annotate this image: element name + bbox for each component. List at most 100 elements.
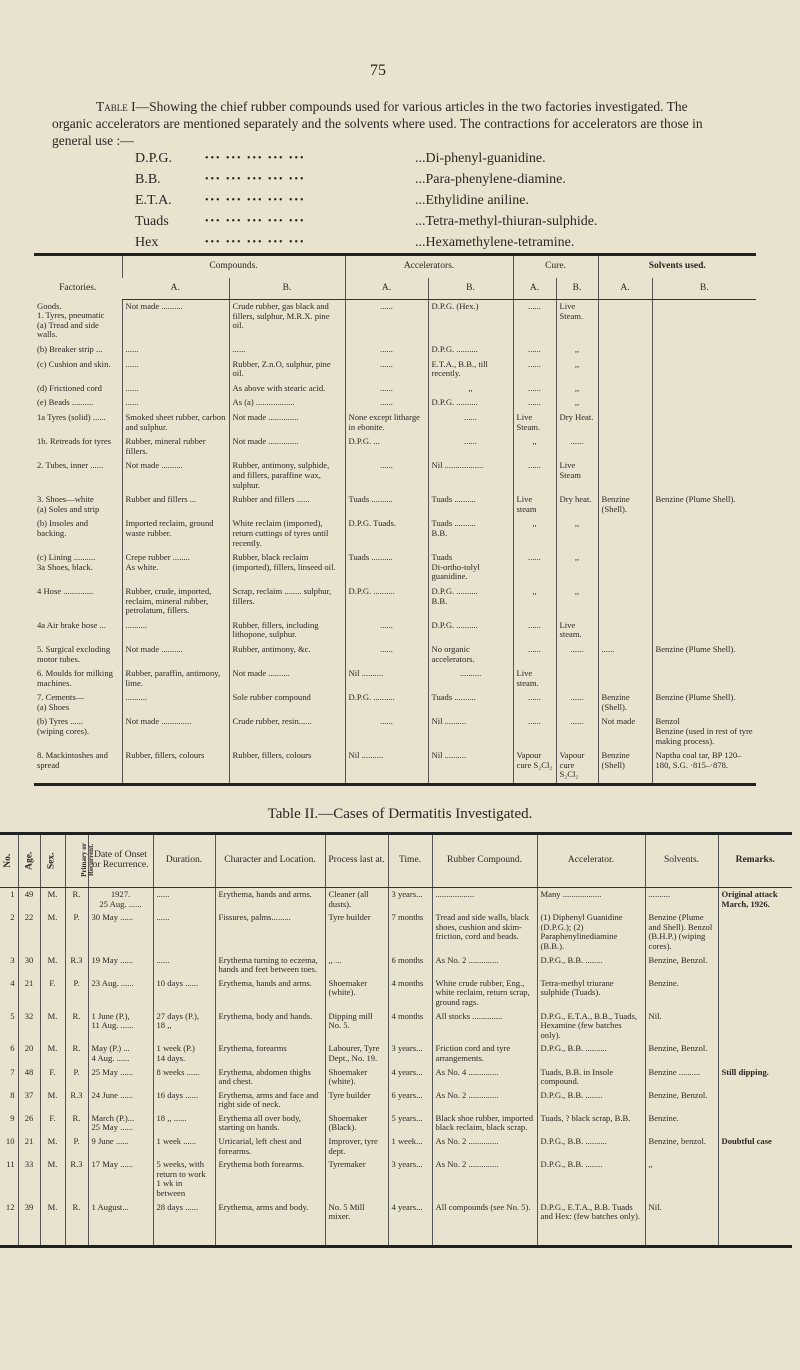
cell-cure-b: ,, bbox=[555, 396, 598, 412]
cell-solvent-b bbox=[651, 551, 757, 585]
header-solvents-a: A. bbox=[597, 277, 652, 301]
cell-remarks bbox=[717, 1158, 792, 1201]
cell-accelerator-a: ...... bbox=[344, 642, 428, 668]
cell-primary-recurrent: R. bbox=[64, 887, 88, 912]
abbreviation-row: Hex ••• ••• ••• ••• ••• ...Hexamethylene-t… bbox=[135, 232, 598, 253]
cell-accelerator: (1) Diphenyl Guanidine (D.P.G.); (2) Par… bbox=[536, 911, 645, 954]
cell-primary-recurrent: R.3 bbox=[64, 953, 88, 977]
cell-solvent-a bbox=[597, 517, 652, 552]
table-row: (e) Beads ................ As (a) .......… bbox=[34, 396, 757, 412]
abbreviation: B.B. bbox=[135, 172, 161, 187]
header-compounds-b: B. bbox=[228, 277, 345, 301]
abbreviation-meaning: ...Para-phenylene-diamine. bbox=[415, 172, 566, 187]
cell-age: 20 bbox=[17, 1042, 40, 1066]
cell-accelerator-a: D.P.G. Tuads. bbox=[344, 517, 428, 552]
cell-accelerator-b: D.P.G. .......... bbox=[427, 618, 513, 643]
cell-compound-b: Rubber, Z.n.O, sulphur, pine oil. bbox=[228, 357, 345, 382]
cell-cure-b bbox=[555, 667, 598, 692]
table-row: 6. Moulds for milking machines. Rubber, p… bbox=[34, 667, 757, 692]
cell-time: 7 months bbox=[387, 911, 432, 954]
cell-cure-b: ,, bbox=[555, 517, 598, 552]
cell-accelerator-b: E.T.A., B.B., till recently. bbox=[427, 357, 513, 382]
cell-remarks bbox=[717, 1088, 792, 1112]
cell-date: 1 June (P.), 11 Aug. ...... bbox=[87, 1009, 153, 1043]
abbreviation-row: Tuads ••• ••• ••• ••• ••• ...Tetra-methyl-… bbox=[135, 211, 598, 232]
cell-cure-b: Live steam. bbox=[555, 618, 598, 643]
cell-solvents: Nil. bbox=[644, 1200, 718, 1247]
leader-dots: ••• ••• ••• ••• ••• bbox=[205, 153, 306, 164]
abbreviation-meaning: ...Ethylidine aniline. bbox=[415, 193, 529, 208]
header-sex: Sex. bbox=[39, 833, 65, 888]
cell-factory: (c) Cushion and skin. bbox=[37, 358, 111, 369]
cell-accelerator-a: Nil .......... bbox=[344, 667, 428, 692]
cell-duration: 8 weeks ...... bbox=[152, 1065, 215, 1089]
cell-solvent-b bbox=[651, 459, 757, 494]
cell-cure-b: ,, bbox=[555, 551, 598, 585]
cell-factory: 5. Surgical excluding motor tubes. bbox=[37, 643, 111, 664]
header-time: Time. bbox=[387, 833, 432, 888]
cell-accelerator-a: ...... bbox=[344, 459, 428, 494]
table-row: 7. Cements— (a) Shoes.......... Sole rubbe… bbox=[34, 691, 757, 716]
cell-sex: M. bbox=[39, 1088, 65, 1112]
cell-cure-a: ...... bbox=[512, 551, 556, 585]
cell-process: Dipping mill No. 5. bbox=[324, 1009, 388, 1043]
cell-cure-a: Vapour cure S₂Cl₂ bbox=[512, 749, 556, 785]
cell-solvent-b bbox=[651, 667, 757, 692]
header-no: No. bbox=[0, 833, 18, 888]
abbreviation: D.P.G. bbox=[135, 151, 172, 166]
cell-compound-a: Smoked sheet rubber, carbon and sulphur. bbox=[121, 411, 229, 436]
cell-compound-a: ...... bbox=[121, 357, 229, 382]
cell-sex: M. bbox=[39, 1135, 65, 1159]
header-solvents: Solvents. bbox=[644, 833, 718, 888]
cell-solvent-b: Naptha coal tar, BP 120–180, S.G. ·815–·… bbox=[651, 749, 757, 785]
cell-primary-recurrent: R.3 bbox=[64, 1158, 88, 1201]
cell-accelerator-b: Tuads Di-ortho-tolyl guanidine. bbox=[427, 551, 513, 585]
cell-compound-a: ...... bbox=[121, 343, 229, 358]
cell-compound-b: Rubber, fillers, colours bbox=[228, 749, 345, 785]
cell-factory: 6. Moulds for milking machines. bbox=[37, 668, 113, 688]
cell-solvent-b bbox=[651, 299, 757, 344]
cell-solvent-b: Benzine (Plume Shell). bbox=[651, 642, 757, 668]
cell-sex: M. bbox=[39, 911, 65, 954]
cell-cure-b: Live Steam bbox=[555, 459, 598, 494]
cell-solvent-a bbox=[597, 459, 652, 494]
cell-accelerator: D.P.G., B.B. .......... bbox=[536, 1042, 645, 1066]
cell-rubber-compound: Friction cord and tyre arrangements. bbox=[431, 1042, 537, 1066]
cell-process: ,, ... bbox=[324, 953, 388, 977]
header-accelerators-b: B. bbox=[427, 277, 513, 301]
cell-solvent-a bbox=[597, 357, 652, 382]
cell-compound-b: Rubber, black reclaim (imported), filler… bbox=[228, 551, 345, 585]
header-duration: Duration. bbox=[152, 833, 215, 888]
cell-duration: 10 days ...... bbox=[152, 976, 215, 1010]
cell-cure-b: ...... bbox=[555, 715, 598, 750]
cell-time: 3 years... bbox=[387, 1042, 432, 1066]
cell-primary-recurrent: P. bbox=[64, 1065, 88, 1089]
abbreviation-list: D.P.G. ••• ••• ••• ••• ••• ...Di-phenyl-gu… bbox=[135, 148, 598, 253]
cell-rubber-compound: All compounds (see No. 5). bbox=[431, 1200, 537, 1247]
cell-rubber-compound: As No. 4 .............. bbox=[431, 1065, 537, 1089]
cell-date: 19 May ...... bbox=[87, 953, 153, 977]
cell-no: 5 bbox=[10, 1010, 15, 1021]
cell-sex: M. bbox=[39, 1009, 65, 1043]
cell-accelerator-b: Tuads .......... bbox=[427, 493, 513, 518]
abbreviation: Hex bbox=[135, 235, 159, 250]
cell-time: 6 months bbox=[387, 953, 432, 977]
cell-accelerator-b: D.P.G. .......... bbox=[427, 396, 513, 412]
cell-duration: 1 week ...... bbox=[152, 1135, 215, 1159]
cell-accelerator-b: Nil .................. bbox=[427, 459, 513, 494]
cell-primary-recurrent: R. bbox=[64, 1200, 88, 1247]
cell-factory: 2. Tubes, inner ...... bbox=[37, 460, 104, 471]
cell-sex: F. bbox=[39, 1065, 65, 1089]
cell-process: Tyre builder bbox=[324, 1088, 388, 1112]
cell-accelerator-a: Tuads .......... bbox=[344, 493, 428, 518]
cell-compound-b: As above with stearic acid. bbox=[228, 381, 345, 397]
cell-accelerator: D.P.G., E.T.A., B.B., Tuads, Hexamine (f… bbox=[536, 1009, 645, 1043]
cell-solvent-a: ...... bbox=[597, 642, 652, 668]
abbreviation-row: D.P.G. ••• ••• ••• ••• ••• ...Di-phenyl-gu… bbox=[135, 148, 598, 169]
cell-sex: M. bbox=[39, 953, 65, 977]
cell-duration: ...... bbox=[152, 887, 215, 912]
cell-sex: M. bbox=[39, 1158, 65, 1201]
cell-process: Shoemaker (Black). bbox=[324, 1111, 388, 1136]
caption-text: —Showing the chief rubber compounds used… bbox=[52, 99, 703, 148]
cell-accelerator-b: Tuads .......... bbox=[427, 691, 513, 716]
